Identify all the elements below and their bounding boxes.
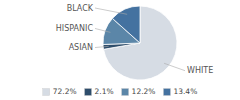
legend-label: 12.2%: [132, 87, 156, 96]
chart: WHITE ASIAN HISPANIC BLACK 72.2% 2.1% 12.2% 13.…: [0, 0, 240, 100]
legend-item: 72.2%: [43, 87, 77, 96]
legend-item: 2.1%: [85, 87, 114, 96]
legend-item: 13.4%: [163, 87, 197, 96]
slice-label: WHITE: [187, 66, 213, 75]
leader-line: [95, 8, 127, 14]
legend-label: 13.4%: [173, 87, 197, 96]
slice-labels: WHITE ASIAN HISPANIC BLACK: [56, 4, 213, 76]
legend-swatch: [122, 89, 129, 96]
pie-slice: [112, 6, 140, 43]
slice-label: HISPANIC: [56, 24, 94, 33]
leader-line: [95, 28, 110, 32]
legend-label: 2.1%: [95, 87, 114, 96]
legend-item: 12.2%: [122, 87, 156, 96]
legend-swatch: [85, 89, 92, 96]
slice-label: ASIAN: [69, 43, 93, 52]
leader-line: [164, 63, 185, 70]
slice-label: BLACK: [67, 4, 94, 13]
legend-label: 72.2%: [53, 87, 77, 96]
pie-slice: [104, 6, 177, 80]
legend: 72.2% 2.1% 12.2% 13.4%: [43, 87, 198, 96]
slices: [103, 6, 177, 80]
legend-swatch: [43, 89, 50, 96]
legend-swatch: [163, 89, 170, 96]
leader-line: [95, 46, 109, 47]
